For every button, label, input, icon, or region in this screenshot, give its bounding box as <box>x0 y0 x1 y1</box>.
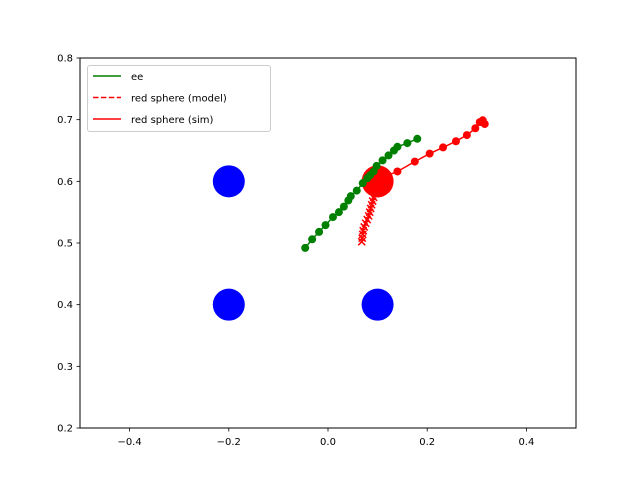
large-marker-2 <box>361 288 394 321</box>
series-0-point-0 <box>301 243 310 252</box>
legend: ee red sphere (model) red sphere (sim) <box>87 65 271 132</box>
series-0-point-3 <box>321 221 330 230</box>
series-0-point-2 <box>315 227 324 236</box>
y-tick-label-6: 0.8 <box>57 54 73 65</box>
series-2-point-4 <box>425 149 434 158</box>
y-axis: 0.2 0.3 0.4 0.5 0.6 0.7 0.8 <box>57 54 80 435</box>
series-0-point-19 <box>403 139 412 148</box>
series-1-point-13 <box>371 189 380 198</box>
x-tick-label-0: −0.4 <box>117 437 141 448</box>
series-2-point-1 <box>381 172 390 181</box>
series-2-point-3 <box>410 157 419 166</box>
series-0-point-1 <box>308 235 317 244</box>
legend-label-2: red sphere (sim) <box>131 115 213 126</box>
series-0-point-14 <box>372 161 381 170</box>
series-0-point-9 <box>352 186 361 195</box>
x-tick-label-1: −0.2 <box>217 437 241 448</box>
series-line-1 <box>360 181 379 242</box>
y-tick-label-0: 0.2 <box>57 424 73 435</box>
x-tick-label-2: 0.0 <box>320 437 336 448</box>
series-2-point-6 <box>451 137 460 146</box>
x-tick-label-3: 0.2 <box>419 437 435 448</box>
legend-label-0: ee <box>131 72 143 83</box>
y-tick-label-1: 0.3 <box>57 362 73 373</box>
series-0-point-15 <box>378 156 387 165</box>
plot-area <box>212 116 489 321</box>
y-tick-label-5: 0.7 <box>57 115 73 126</box>
legend-box <box>87 65 271 132</box>
series-2-point-7 <box>462 131 471 140</box>
series-2-point-11 <box>480 119 489 128</box>
series-0-point-5 <box>334 208 343 217</box>
series-2-point-0 <box>373 177 382 186</box>
x-axis: −0.4 −0.2 0.0 0.2 0.4 <box>117 428 534 448</box>
large-marker-0 <box>212 165 245 198</box>
series-0-point-4 <box>328 213 337 222</box>
series-2-point-5 <box>439 143 448 152</box>
x-tick-label-4: 0.4 <box>518 437 534 448</box>
y-tick-label-4: 0.6 <box>57 177 73 188</box>
large-marker-1 <box>212 288 245 321</box>
y-tick-label-3: 0.5 <box>57 239 73 250</box>
y-tick-label-2: 0.4 <box>57 300 73 311</box>
series-0-point-18 <box>393 142 402 151</box>
series-0-point-16 <box>384 151 393 160</box>
legend-label-1: red sphere (model) <box>131 94 227 105</box>
series-0-point-8 <box>346 192 355 201</box>
series-2-point-2 <box>393 167 402 176</box>
series-2-point-8 <box>471 124 480 133</box>
series-0-point-6 <box>339 202 348 211</box>
series-0-point-20 <box>413 134 422 143</box>
